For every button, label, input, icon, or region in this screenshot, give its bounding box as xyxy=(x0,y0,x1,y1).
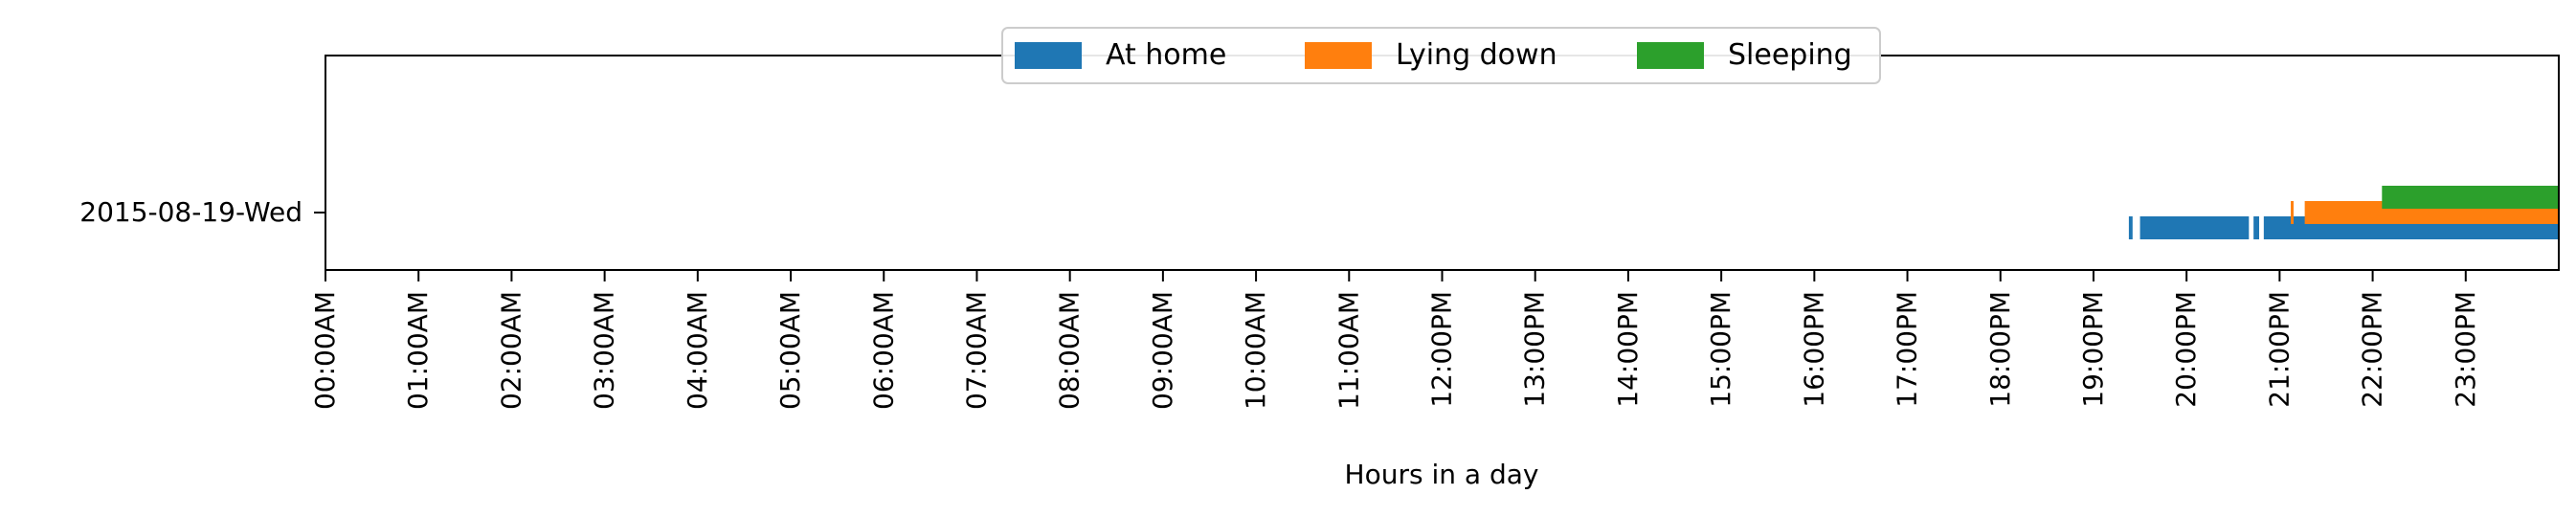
x-tick-label: 05:00AM xyxy=(774,291,806,410)
legend-label: Lying down xyxy=(1396,38,1557,72)
x-tick-label: 08:00AM xyxy=(1054,291,1086,410)
x-tick-label: 13:00PM xyxy=(1519,291,1551,408)
x-tick-label: 02:00AM xyxy=(495,291,526,410)
interval-bar xyxy=(2139,216,2250,239)
x-tick-label: 06:00AM xyxy=(867,291,899,410)
x-tick-label: 20:00PM xyxy=(2170,291,2202,408)
interval-bars xyxy=(2128,186,2559,239)
x-tick-label: 01:00AM xyxy=(402,291,434,410)
x-tick-label: 22:00PM xyxy=(2357,291,2388,408)
x-tick-label: 16:00PM xyxy=(1798,291,1829,408)
interval-bar xyxy=(2253,216,2259,239)
x-axis-title: Hours in a day xyxy=(1345,459,1539,490)
y-axis: 2015-08-19-Wed xyxy=(79,196,325,228)
legend-swatch xyxy=(1305,42,1372,69)
interval-bar xyxy=(2128,216,2133,239)
x-tick-label: 00:00AM xyxy=(309,291,341,410)
legend-box xyxy=(1001,27,1881,84)
x-tick-label: 21:00PM xyxy=(2263,291,2295,408)
x-tick-label: 04:00AM xyxy=(682,291,713,410)
legend-label: Sleeping xyxy=(1728,38,1852,72)
legend-swatch xyxy=(1015,42,1082,69)
x-tick-label: 17:00PM xyxy=(1892,291,1923,408)
x-tick-label: 18:00PM xyxy=(1984,291,2016,408)
x-tick-label: 11:00AM xyxy=(1333,291,1364,410)
x-axis: 00:00AM 01:00AM 02:00AM 03:00AM 04:00AM 05:00… xyxy=(309,270,2481,410)
interval-bar xyxy=(2291,201,2294,224)
x-tick-label: 07:00AM xyxy=(960,291,992,410)
legend-label: At home xyxy=(1106,38,1226,72)
x-tick-label: 15:00PM xyxy=(1705,291,1736,408)
x-tick-label: 23:00PM xyxy=(2450,291,2481,408)
x-tick-label: 12:00PM xyxy=(1426,291,1458,408)
legend-swatch xyxy=(1637,42,1704,69)
legend: At home Lying down Sleeping xyxy=(1001,27,1881,84)
x-tick-label: 10:00AM xyxy=(1240,291,1271,410)
interval-bar xyxy=(2382,186,2559,209)
x-tick-label: 19:00PM xyxy=(2077,291,2109,408)
x-tick-label: 03:00AM xyxy=(589,291,620,410)
y-tick-label: 2015-08-19-Wed xyxy=(79,196,302,228)
x-tick-label: 14:00PM xyxy=(1612,291,1644,408)
x-tick-label: 09:00AM xyxy=(1147,291,1178,410)
